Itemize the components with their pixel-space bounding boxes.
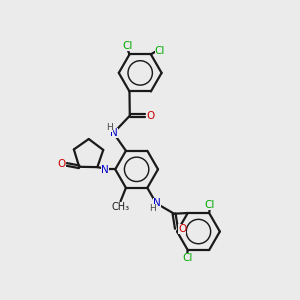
Text: CH₃: CH₃: [112, 202, 130, 212]
Text: Cl: Cl: [182, 253, 192, 263]
Text: N: N: [153, 198, 161, 208]
Text: Cl: Cl: [154, 46, 165, 56]
Text: O: O: [178, 224, 186, 234]
Text: N: N: [110, 128, 118, 138]
Text: Cl: Cl: [123, 41, 133, 51]
Text: Cl: Cl: [205, 200, 215, 210]
Text: H: H: [106, 123, 113, 132]
Text: N: N: [101, 165, 109, 175]
Text: H: H: [149, 204, 155, 213]
Text: O: O: [58, 159, 66, 169]
Text: O: O: [146, 111, 155, 121]
